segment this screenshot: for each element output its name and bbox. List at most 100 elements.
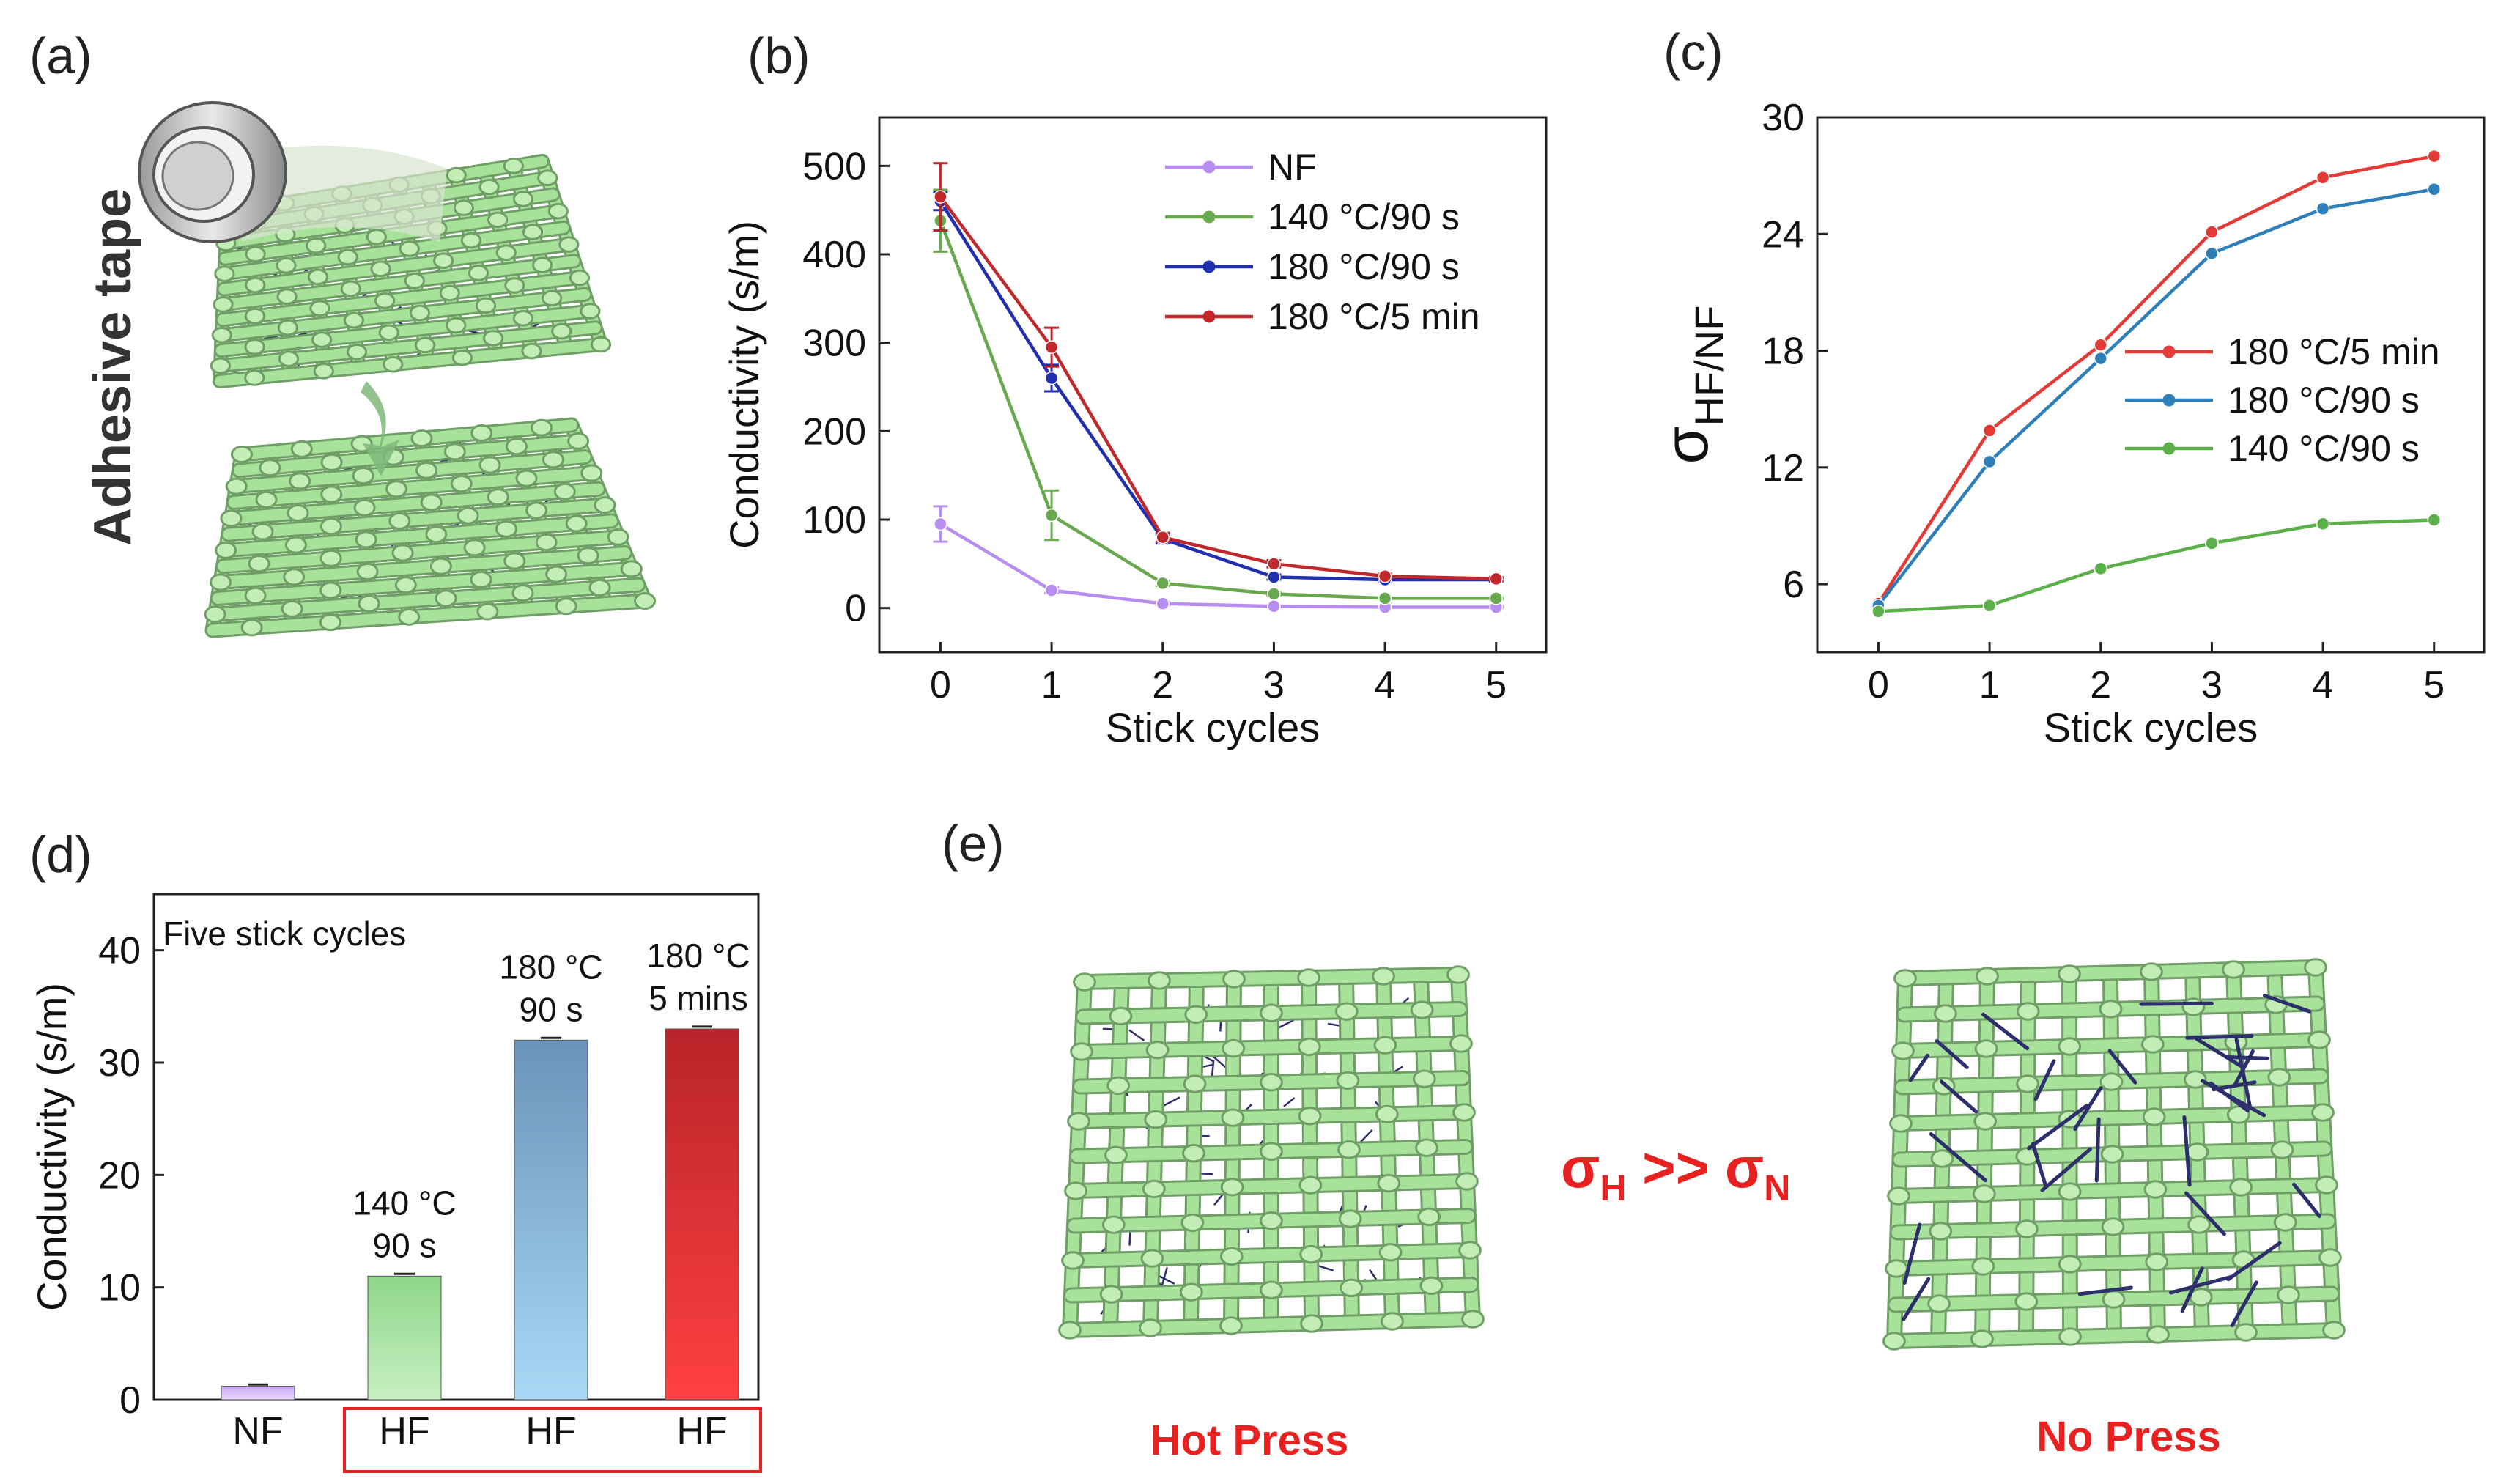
weave-knot	[1889, 1114, 1913, 1133]
data-point	[2427, 513, 2441, 527]
weave-knot	[244, 369, 265, 386]
data-point	[2094, 351, 2107, 366]
weave-knot	[460, 232, 481, 249]
weave-knot	[420, 493, 443, 512]
weave-knot	[2315, 1175, 2338, 1195]
weave-knot	[2304, 958, 2327, 977]
weave-knot	[505, 438, 528, 456]
hf-highlight-box	[343, 1407, 762, 1473]
weave-knot	[1222, 970, 1246, 989]
weave-knot	[1064, 1181, 1087, 1200]
weave-knot	[210, 357, 232, 374]
weave-knot	[2229, 1178, 2253, 1197]
weave-knot	[388, 512, 411, 530]
data-point	[2205, 536, 2219, 550]
fiber	[1128, 1029, 1145, 1041]
weave-knot	[1372, 967, 1395, 986]
weave-knot	[1887, 1186, 1910, 1206]
y-tick-label: 6	[1783, 564, 1804, 606]
fiber	[1902, 1222, 1922, 1285]
panel-e: (e) σH >> σN Hot Press No Press	[942, 815, 2346, 1464]
weave-knot	[2101, 1217, 2125, 1236]
weave-knot	[214, 265, 235, 282]
weave-knot	[634, 592, 656, 610]
fiber	[2073, 1086, 2103, 1132]
weave-knot	[1461, 1310, 1485, 1329]
weave-knot	[1298, 1107, 1322, 1126]
weave-knot	[2143, 1180, 2168, 1199]
weave-knot	[211, 326, 232, 344]
weave-knot	[433, 252, 454, 270]
weave-knot	[404, 272, 425, 289]
x-axis-title: Stick cycles	[1106, 704, 1320, 750]
weave-knot	[2102, 1290, 2126, 1309]
y-axis-title: Conductivity (s/m)	[721, 221, 767, 549]
weave-knot	[2140, 1035, 2165, 1054]
y-tick-label: 100	[802, 499, 866, 542]
x-tick-label: 1	[1041, 664, 1063, 706]
weave-knot	[244, 307, 266, 325]
weave-knot	[1139, 1318, 1162, 1337]
weave-knot	[1106, 1076, 1131, 1096]
transfer-arrow	[361, 381, 399, 476]
fiber	[2094, 1117, 2101, 1183]
weave-knot	[542, 451, 564, 469]
series-line	[939, 220, 1496, 600]
weave-knot	[289, 472, 311, 490]
weft-thread	[1895, 1107, 2329, 1129]
y-tick-label: 40	[98, 930, 141, 972]
weave-knot	[1891, 1041, 1915, 1060]
weave-knot	[451, 349, 473, 366]
weave-knot	[1375, 1104, 1399, 1124]
panel-a-label: (a)	[29, 27, 92, 84]
data-point	[1982, 599, 1997, 613]
fiber	[2224, 1055, 2269, 1060]
bar	[665, 1028, 739, 1400]
bar-label: 180 °C	[499, 948, 602, 986]
weave-knot	[1970, 1329, 1994, 1348]
y-tick-label: 12	[1762, 447, 1804, 490]
weave-knot	[2142, 1107, 2166, 1126]
weave-knot	[2181, 997, 2206, 1016]
y-axis-title-main: σ	[1652, 427, 1721, 465]
weave-knot	[320, 453, 343, 471]
weave-knot	[245, 246, 266, 263]
weave-knot	[1260, 1073, 1283, 1092]
weave-knot	[577, 547, 599, 565]
legend-label: 180 °C/90 s	[2228, 380, 2420, 421]
data-point	[1156, 597, 1170, 610]
weave-knot	[620, 560, 643, 578]
series-line	[939, 523, 1496, 609]
five-stick-cycles-annotation: Five stick cycles	[163, 915, 406, 953]
plot-frame	[1816, 116, 2486, 654]
weave-knot	[284, 536, 307, 554]
weave-knot	[220, 509, 243, 528]
data-point	[1044, 340, 1059, 354]
sigma-h: σ	[1561, 1135, 1600, 1200]
weave-knot	[457, 506, 479, 525]
hot-press-caption: Hot Press	[1150, 1417, 1349, 1464]
tape-roll-illustration	[138, 101, 447, 243]
weave-knot	[1336, 1071, 1360, 1090]
bar-label: 5 mins	[649, 979, 747, 1017]
weave-knot	[1219, 1316, 1243, 1335]
y-tick-label: 400	[802, 234, 866, 276]
panel-b: (b) 0 1 2 3 4 5 0 100 200 300 400 500 Stick cycles Co…	[721, 27, 1548, 750]
fiber	[1908, 1053, 1929, 1082]
weave-knot	[320, 485, 343, 503]
weave-knot	[1101, 1215, 1126, 1234]
y-tick-label: 30	[1762, 97, 1804, 139]
weave-knot	[1221, 1108, 1245, 1127]
data-point	[1267, 557, 1281, 571]
weft-thread	[1067, 1244, 1476, 1266]
weave-knot	[553, 482, 576, 501]
weave-knot	[225, 477, 248, 495]
weave-knot	[535, 534, 558, 551]
weave-knot	[1974, 1039, 1998, 1058]
fabric-illustration-bottom	[204, 417, 656, 638]
fiber	[2107, 1049, 2137, 1085]
weave-knot	[346, 343, 368, 361]
series-line	[1877, 188, 2435, 607]
weave-knot	[1455, 1172, 1479, 1191]
